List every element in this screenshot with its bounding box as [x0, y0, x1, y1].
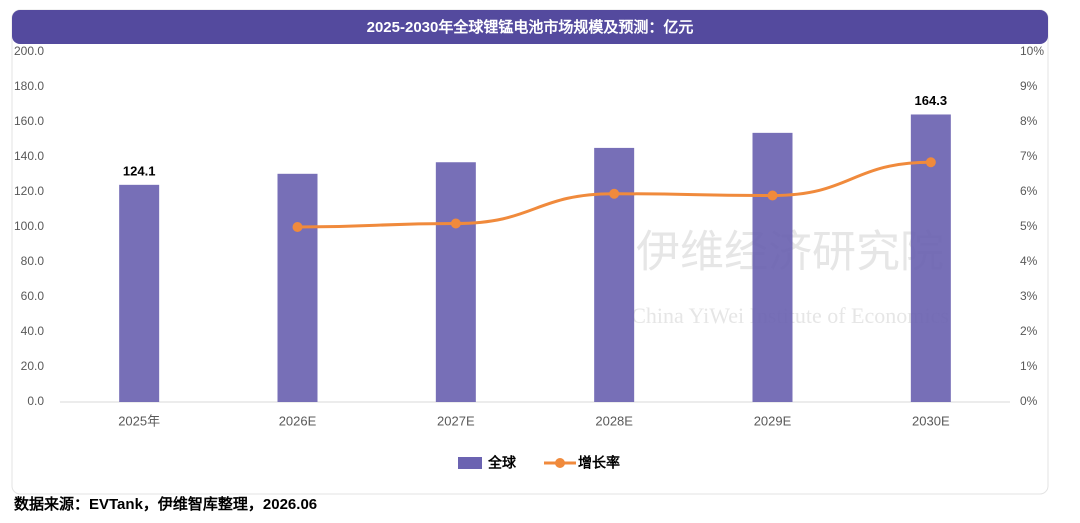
legend-swatch: [555, 458, 565, 468]
y2-tick-label: 10%: [1020, 44, 1044, 58]
title-bar: [12, 10, 1048, 44]
y2-tick-label: 5%: [1020, 219, 1038, 233]
data-label: 124.1: [123, 163, 156, 178]
x-tick-label: 2029E: [754, 413, 792, 428]
y2-tick-label: 4%: [1020, 254, 1038, 268]
y-tick-label: 160.0: [14, 114, 44, 128]
y-tick-label: 100.0: [14, 219, 44, 233]
line-point: [767, 190, 778, 201]
legend-label: 增长率: [578, 455, 620, 471]
y-tick-label: 40.0: [21, 324, 45, 338]
x-tick-label: 2027E: [437, 413, 475, 428]
legend-label: 全球: [487, 455, 517, 471]
bar: [435, 162, 476, 402]
x-tick-label: 2028E: [595, 413, 633, 428]
x-tick-label: 2030E: [912, 413, 950, 428]
source-note: 数据来源：EVTank，伊维智库整理，2026.06: [14, 495, 317, 513]
bar: [119, 184, 160, 402]
y2-tick-label: 3%: [1020, 289, 1038, 303]
y2-tick-label: 8%: [1020, 114, 1038, 128]
y-tick-label: 180.0: [14, 79, 44, 93]
y-tick-label: 0.0: [27, 394, 44, 408]
x-tick-label: 2025年: [118, 413, 160, 428]
bar: [752, 132, 793, 402]
legend-swatch: [458, 457, 482, 469]
y2-tick-label: 9%: [1020, 79, 1038, 93]
x-tick-label: 2026E: [279, 413, 317, 428]
line-point: [609, 188, 620, 199]
bar: [594, 147, 635, 402]
y2-tick-label: 0%: [1020, 394, 1038, 408]
line-point: [292, 222, 303, 232]
y2-tick-label: 6%: [1020, 184, 1038, 198]
y2-tick-label: 2%: [1020, 324, 1038, 338]
data-label: 164.3: [915, 93, 948, 108]
y2-tick-label: 7%: [1020, 149, 1038, 163]
y-tick-label: 60.0: [21, 289, 45, 303]
chart-title: 2025-2030年全球锂锰电池市场规模及预测：亿元: [367, 18, 694, 36]
y-tick-label: 200.0: [14, 44, 44, 58]
y-tick-label: 140.0: [14, 149, 44, 163]
y2-tick-label: 1%: [1020, 359, 1038, 373]
y-tick-label: 20.0: [21, 359, 45, 373]
line-point: [450, 218, 461, 229]
bar: [277, 173, 318, 402]
y-tick-label: 80.0: [21, 254, 45, 268]
line-point: [925, 157, 936, 168]
y-tick-label: 120.0: [14, 184, 44, 198]
